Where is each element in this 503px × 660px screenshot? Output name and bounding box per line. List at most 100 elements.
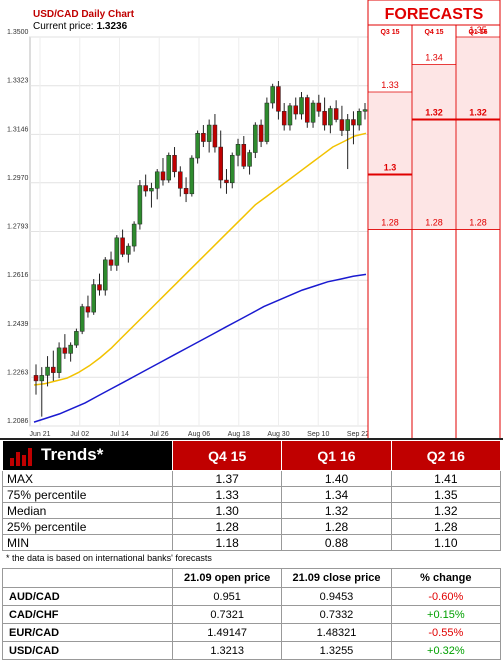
- fx-header-1: 21.09 open price: [171, 568, 283, 588]
- candle-body: [241, 144, 247, 167]
- y-tick-label: 1.3500: [7, 29, 29, 36]
- candle-body: [79, 306, 85, 332]
- divider: [0, 438, 503, 440]
- fx-header-3: % change: [390, 568, 502, 588]
- current-price-label: Current price:: [33, 21, 94, 32]
- trend-value: 1.40: [281, 470, 392, 487]
- fx-pair: CAD/CHF: [2, 605, 173, 624]
- forecast-col-label: Q3 15: [380, 29, 399, 36]
- fx-open: 1.49147: [171, 623, 283, 642]
- candle-body: [85, 306, 91, 313]
- candle-body: [68, 344, 73, 354]
- fx-open: 1.3213: [171, 641, 283, 660]
- candle-body: [39, 375, 45, 382]
- x-tick-label: Aug 06: [188, 431, 210, 438]
- candle-body: [97, 284, 102, 291]
- candle-body: [328, 108, 333, 126]
- candle-body: [218, 146, 223, 181]
- fx-close: 1.48321: [281, 623, 392, 642]
- trends-title: Trends*: [41, 444, 104, 464]
- y-tick-label: 1.2263: [7, 369, 29, 376]
- current-price: Current price: 1.3236: [33, 21, 128, 32]
- trends-col-0: Q4 15: [171, 440, 283, 471]
- trends-table: Trends* Q4 15 Q1 16 Q2 16 MAX 1.37 1.40 1.4…: [2, 440, 502, 551]
- candle-body: [316, 102, 322, 112]
- candle-body: [114, 237, 120, 266]
- fx-close: 0.7332: [281, 605, 392, 624]
- candle-body: [62, 347, 68, 354]
- candle-body: [287, 105, 293, 126]
- trend-value: 1.10: [390, 534, 502, 551]
- bar-chart-icon: [10, 448, 32, 467]
- y-tick-label: 1.2970: [7, 175, 29, 182]
- trend-row-label: 25% percentile: [2, 518, 173, 535]
- trends-col-1: Q1 16: [281, 440, 392, 471]
- forecast-col-label: Q4 15: [424, 29, 443, 36]
- table-row: USD/CAD 1.3213 1.3255 +0.32%: [2, 641, 502, 660]
- candle-body: [137, 185, 143, 225]
- table-row: 75% percentile 1.33 1.34 1.35: [2, 486, 502, 503]
- trend-value: 1.30: [171, 502, 283, 519]
- y-tick-label: 1.3323: [7, 78, 29, 85]
- candle-body: [143, 185, 148, 192]
- trend-row-label: MIN: [2, 534, 173, 551]
- trend-value: 1.32: [281, 502, 392, 519]
- candle-body: [276, 86, 281, 112]
- candle-body: [154, 171, 160, 189]
- fx-change: -0.55%: [390, 623, 502, 642]
- forecast-max-label: 1.33: [381, 80, 399, 90]
- candle-body: [310, 102, 316, 123]
- fx-pair: EUR/CAD: [2, 623, 173, 642]
- x-tick-label: Aug 30: [267, 431, 289, 438]
- ma-fast-line: [33, 132, 367, 386]
- candle-body: [351, 119, 356, 126]
- candle-body: [195, 133, 200, 159]
- fx-close: 0.9453: [281, 587, 392, 606]
- table-row: 25% percentile 1.28 1.28 1.28: [2, 518, 502, 535]
- candle-body: [253, 124, 258, 153]
- candle-body: [120, 237, 125, 255]
- x-tick-label: Sep 22: [347, 431, 369, 438]
- candle-body: [362, 109, 368, 112]
- candle-body: [172, 155, 177, 173]
- trend-value: 1.41: [390, 470, 502, 487]
- trend-value: 1.32: [390, 502, 502, 519]
- forecast-min-label: 1.28: [381, 218, 399, 228]
- forecast-max-label: 1.34: [425, 53, 443, 63]
- chart-title: USD/CAD Daily Chart: [33, 9, 135, 20]
- candle-body: [322, 111, 327, 126]
- current-price-value: 1.3236: [97, 21, 128, 32]
- candle-body: [293, 105, 298, 115]
- candle-body: [281, 111, 287, 126]
- usdcad-daily-chart: 1.3500 1.3323 1.3146 1.2970 1.2793 1.2616 1.24…: [7, 0, 501, 440]
- x-tick-label: Aug 18: [228, 431, 250, 438]
- trend-value: 1.28: [171, 518, 283, 535]
- table-row: Median 1.30 1.32 1.32: [2, 502, 502, 519]
- forecast-median-label: 1.3: [384, 163, 397, 173]
- candle-body: [45, 366, 50, 376]
- table-row: EUR/CAD 1.49147 1.48321 -0.55%: [2, 623, 502, 642]
- trend-value: 1.28: [390, 518, 502, 535]
- fx-change: -0.60%: [390, 587, 502, 606]
- x-tick-label: Jul 26: [150, 431, 169, 438]
- candle-body: [201, 133, 206, 142]
- y-tick-label: 1.3146: [7, 126, 29, 133]
- candle-body: [33, 375, 39, 382]
- x-tick-label: Jun 21: [29, 431, 50, 438]
- candle-body: [56, 347, 62, 373]
- candle-body: [189, 157, 195, 195]
- table-row: AUD/CAD 0.951 0.9453 -0.60%: [2, 587, 502, 606]
- table-row: CAD/CHF 0.7321 0.7332 +0.15%: [2, 605, 502, 624]
- x-tick-label: Jul 14: [110, 431, 129, 438]
- forecast-title: FORECASTS: [385, 6, 484, 23]
- candle-body: [183, 188, 189, 195]
- trend-value: 1.18: [171, 534, 283, 551]
- x-tick-label: Sep 10: [307, 431, 329, 438]
- forecast-median-label: 1.32: [425, 108, 443, 118]
- fx-table: 21.09 open price 21.09 close price % cha…: [2, 568, 502, 660]
- fx-header-2: 21.09 close price: [281, 568, 392, 588]
- fx-change: +0.15%: [390, 605, 502, 624]
- forecast-range: [413, 64, 455, 230]
- fx-open: 0.7321: [171, 605, 283, 624]
- trend-value: 1.28: [281, 518, 392, 535]
